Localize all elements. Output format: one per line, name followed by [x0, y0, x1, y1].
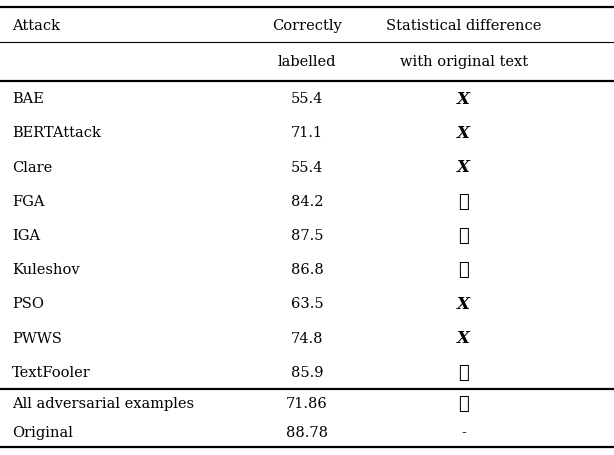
- Text: BAE: BAE: [12, 92, 44, 106]
- Text: 87.5: 87.5: [291, 228, 323, 243]
- Text: 84.2: 84.2: [291, 194, 323, 208]
- Text: 55.4: 55.4: [291, 160, 323, 174]
- Text: X: X: [457, 295, 470, 312]
- Text: PSO: PSO: [12, 297, 44, 311]
- Text: All adversarial examples: All adversarial examples: [12, 396, 195, 410]
- Text: 71.86: 71.86: [286, 396, 328, 410]
- Text: 85.9: 85.9: [291, 365, 323, 379]
- Text: 86.8: 86.8: [290, 263, 324, 277]
- Text: with original text: with original text: [400, 56, 527, 69]
- Text: Attack: Attack: [12, 19, 60, 32]
- Text: Kuleshov: Kuleshov: [12, 263, 80, 277]
- Text: X: X: [457, 125, 470, 142]
- Text: labelled: labelled: [278, 56, 336, 69]
- Text: IGA: IGA: [12, 228, 41, 243]
- Text: X: X: [457, 91, 470, 107]
- Text: ✓: ✓: [458, 363, 469, 381]
- Text: 88.78: 88.78: [286, 425, 328, 440]
- Text: ✓: ✓: [458, 261, 469, 278]
- Text: 74.8: 74.8: [291, 331, 323, 345]
- Text: Correctly: Correctly: [272, 19, 342, 32]
- Text: 55.4: 55.4: [291, 92, 323, 106]
- Text: X: X: [457, 159, 470, 176]
- Text: X: X: [457, 329, 470, 346]
- Text: ✓: ✓: [458, 227, 469, 244]
- Text: BERTAttack: BERTAttack: [12, 126, 101, 140]
- Text: ✓: ✓: [458, 394, 469, 412]
- Text: ✓: ✓: [458, 192, 469, 210]
- Text: PWWS: PWWS: [12, 331, 62, 345]
- Text: TextFooler: TextFooler: [12, 365, 91, 379]
- Text: Statistical difference: Statistical difference: [386, 19, 542, 32]
- Text: Clare: Clare: [12, 160, 53, 174]
- Text: -: -: [461, 425, 466, 440]
- Text: 71.1: 71.1: [291, 126, 323, 140]
- Text: Original: Original: [12, 425, 73, 440]
- Text: FGA: FGA: [12, 194, 45, 208]
- Text: 63.5: 63.5: [290, 297, 324, 311]
